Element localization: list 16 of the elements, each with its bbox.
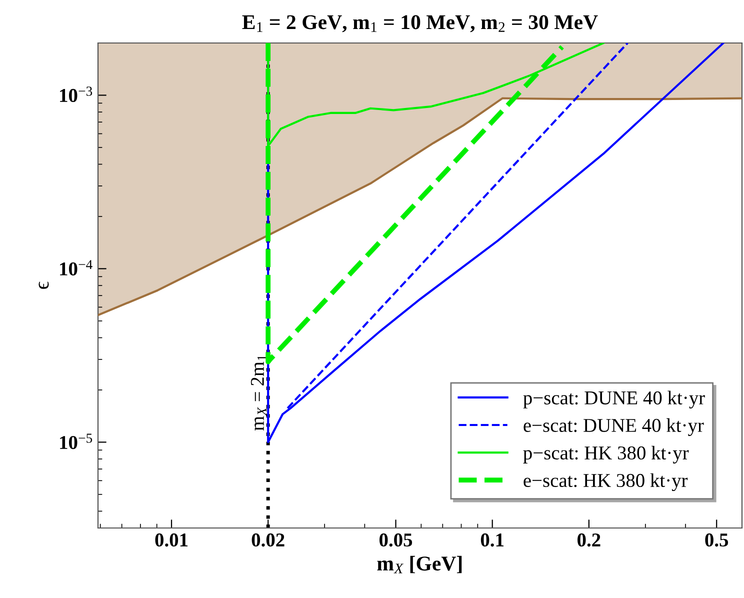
x-tick-label: 0.05 (379, 533, 412, 547)
x-tick-label: 0.5 (705, 533, 728, 547)
legend-label: e−scat: HK 380 kt·yr (524, 473, 688, 492)
y-tick-label: 10$^{−4}$ (60, 260, 92, 276)
y-axis-title: ϵ (38, 282, 49, 289)
y-tick-label: 10$^{−5}$ (60, 434, 92, 450)
chart-title: E$_{1}$ = 2 GeV, m$_{1}$ = 10 MeV, m$_{2}$ = 30 MeV (242, 15, 598, 32)
x-tick-label: 0.1 (480, 533, 504, 547)
x-tick-label: 0.02 (252, 533, 284, 547)
x-tick-label: 0.01 (155, 533, 188, 547)
legend-label: p−scat: HK 380 kt·yr (523, 446, 689, 464)
legend-label: p−scat: DUNE 40 kt·yr (523, 390, 705, 408)
legend-label: e−scat: DUNE 40 kt·yr (524, 418, 704, 436)
x-axis-title: m$_{X}$ [GeV] (377, 556, 462, 574)
x-tick-label: 0.2 (578, 533, 600, 547)
y-tick-label: 10$^{−3}$ (60, 86, 92, 102)
